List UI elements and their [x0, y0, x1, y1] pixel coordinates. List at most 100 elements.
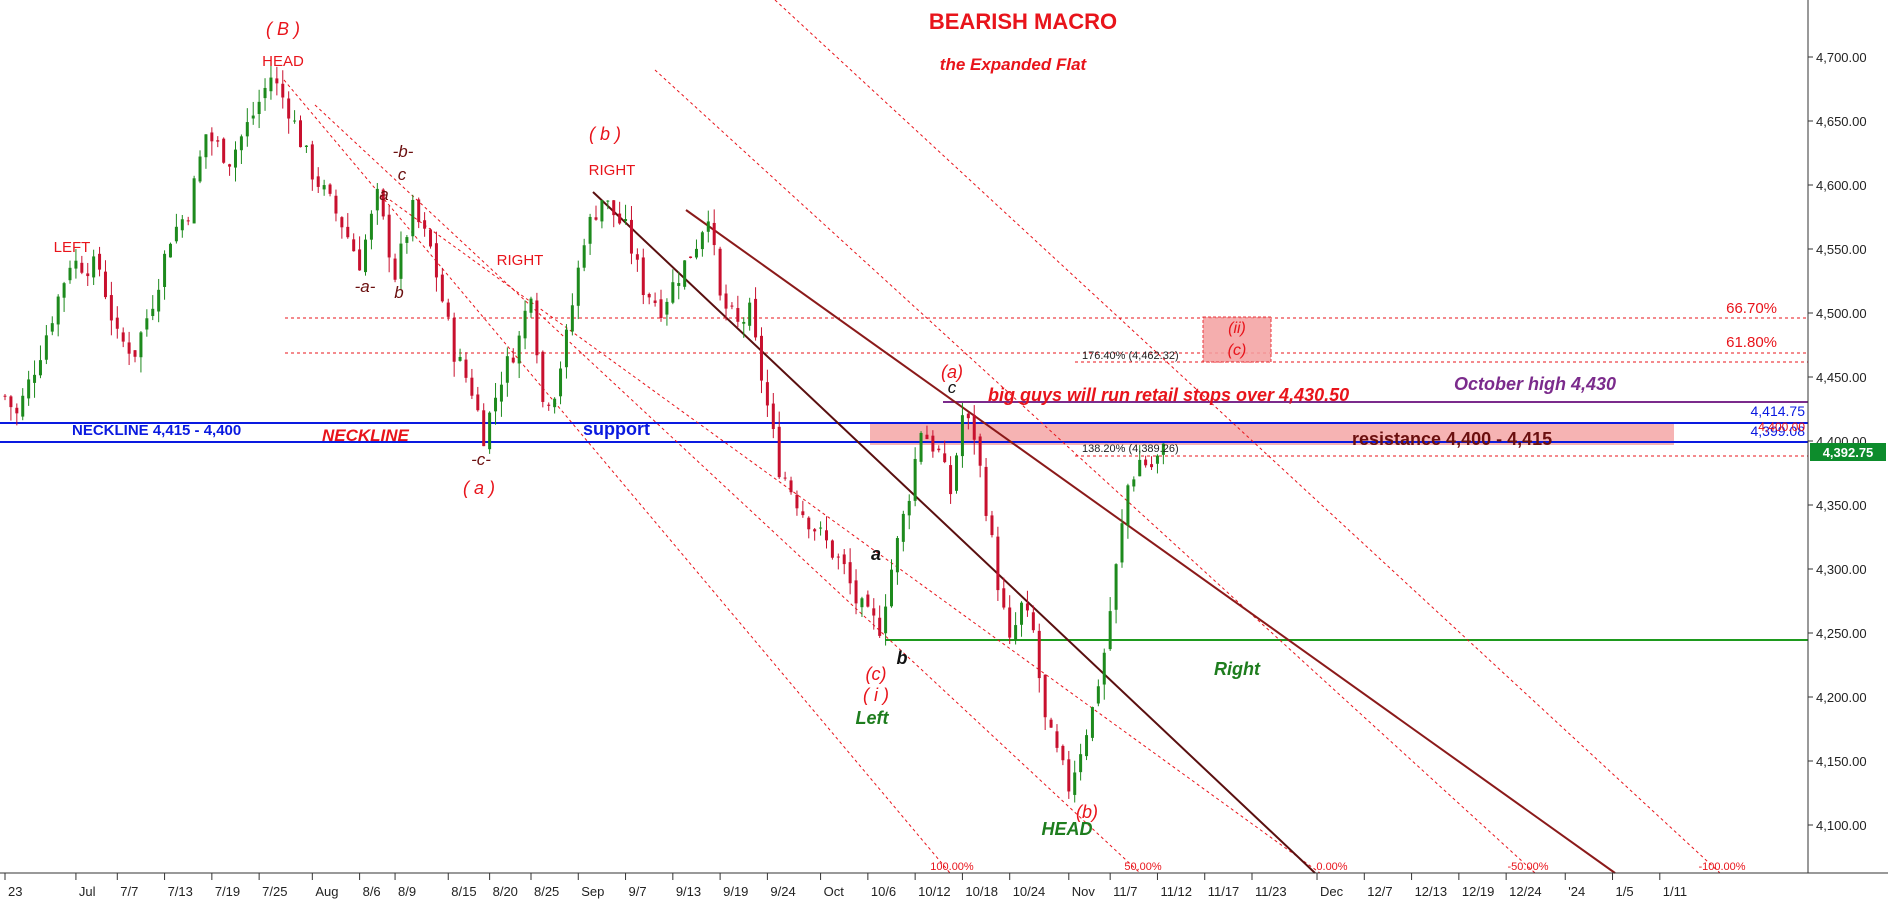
candle-body	[263, 87, 267, 99]
candle-body	[174, 226, 178, 242]
candle-body	[399, 243, 403, 279]
candle-body	[1161, 443, 1165, 455]
candle-body	[334, 195, 338, 214]
candle-body	[960, 415, 964, 457]
candle-body	[990, 515, 994, 536]
candle-body	[429, 229, 433, 247]
candle-body	[470, 377, 474, 396]
x-tick-label: Oct	[824, 884, 845, 899]
candle-body	[464, 359, 468, 378]
candle-body	[98, 253, 102, 270]
candle-body	[629, 219, 633, 254]
candle-body	[375, 188, 379, 211]
candle-body	[322, 185, 326, 190]
x-tick-label: 12/19	[1462, 884, 1495, 899]
channel-percent-labels: 100.00% 50.00% 0.00% -50.00% -100.00%	[930, 861, 1745, 873]
candle-body	[316, 176, 320, 187]
candle-body	[689, 256, 693, 259]
candle-body	[1090, 707, 1094, 738]
y-tick-label: 4,600.00	[1816, 178, 1867, 193]
candle-body	[405, 237, 409, 243]
candle-body	[198, 156, 202, 182]
candle-body	[387, 214, 391, 258]
candle-body	[694, 248, 698, 258]
candle-body	[872, 608, 876, 616]
candle-body	[594, 217, 598, 220]
candle-body	[287, 98, 291, 119]
x-tick-label: 10/12	[918, 884, 951, 899]
candle-body	[600, 200, 604, 222]
candle-body	[890, 569, 893, 607]
channel-label-0: 0.00%	[1316, 861, 1347, 873]
x-tick-label: Aug	[315, 884, 338, 899]
candle-body	[801, 511, 805, 516]
candle-body	[393, 258, 397, 280]
candle-body	[33, 374, 37, 383]
candle-body	[482, 410, 486, 447]
x-tick-label: 1/11	[1663, 884, 1687, 899]
candle-body	[612, 200, 616, 216]
candle-body	[364, 239, 368, 273]
label-neckline: NECKLINE	[322, 426, 410, 445]
candle-body	[1002, 588, 1006, 608]
label-fib-176: 176.40% (4,462.32)	[1082, 350, 1179, 362]
candle-body	[984, 466, 988, 516]
y-tick-label: 4,100.00	[1816, 818, 1867, 833]
candle-body	[996, 536, 1000, 591]
candle-body	[1008, 607, 1012, 638]
candle-body	[80, 262, 84, 273]
candle-body	[523, 310, 527, 339]
label-c-1: c	[398, 165, 407, 184]
candle-body	[86, 273, 90, 277]
candle-body	[665, 301, 669, 315]
candle-body	[1150, 464, 1154, 468]
y-tick-label: 4,200.00	[1816, 690, 1867, 705]
candle-body	[210, 132, 214, 142]
wave-ii-target-box	[1202, 316, 1272, 363]
label-c-paren-2: (c)	[866, 664, 887, 684]
candle-body	[151, 308, 155, 317]
candle-body	[878, 617, 882, 636]
candle-body	[653, 300, 657, 303]
candle-body	[228, 164, 232, 167]
candle-body	[269, 77, 273, 92]
y-axis: 4,700.00 4,650.00 4,600.00 4,550.00 4,500.00…	[1808, 50, 1867, 833]
candle-body	[647, 294, 651, 298]
candle-body	[328, 184, 332, 194]
candle-body	[795, 494, 799, 509]
candle-body	[659, 299, 663, 319]
label-level-4399: 4,399.08	[1751, 423, 1806, 439]
y-tick-label: 4,700.00	[1816, 50, 1867, 65]
label-c-dash: -c-	[471, 450, 491, 469]
candle-body	[92, 256, 96, 278]
label-b-small-paren: ( b )	[589, 124, 621, 144]
candle-body	[115, 317, 119, 329]
candle-body	[74, 260, 78, 269]
channel-label-100: 100.00%	[930, 861, 974, 873]
x-tick-label: 8/15	[451, 884, 476, 899]
x-tick-label: 10/6	[871, 884, 896, 899]
candle-body	[50, 323, 54, 332]
x-tick-label: 9/24	[770, 884, 795, 899]
candle-body	[1120, 523, 1124, 563]
x-tick-label: 12/7	[1367, 884, 1392, 899]
candle-body	[216, 140, 220, 142]
x-tick-label: 8/9	[398, 884, 416, 899]
candle-body	[15, 407, 19, 414]
candle-body	[304, 145, 308, 147]
candle-body	[972, 414, 976, 440]
label-ii: (ii)	[1228, 320, 1246, 337]
candle-body	[895, 538, 899, 573]
candle-body	[1155, 455, 1159, 464]
candle-body	[830, 540, 834, 558]
label-pct-667: 66.70%	[1726, 300, 1777, 317]
candle-body	[1073, 772, 1077, 795]
x-tick-label: 7/13	[168, 884, 193, 899]
candle-body	[1114, 564, 1118, 610]
y-tick-label: 4,150.00	[1816, 754, 1867, 769]
candle-body	[511, 357, 515, 363]
candle-body	[458, 356, 462, 361]
candle-body	[56, 296, 60, 325]
label-B-paren: ( B )	[266, 19, 300, 39]
candle-body	[1108, 611, 1112, 650]
